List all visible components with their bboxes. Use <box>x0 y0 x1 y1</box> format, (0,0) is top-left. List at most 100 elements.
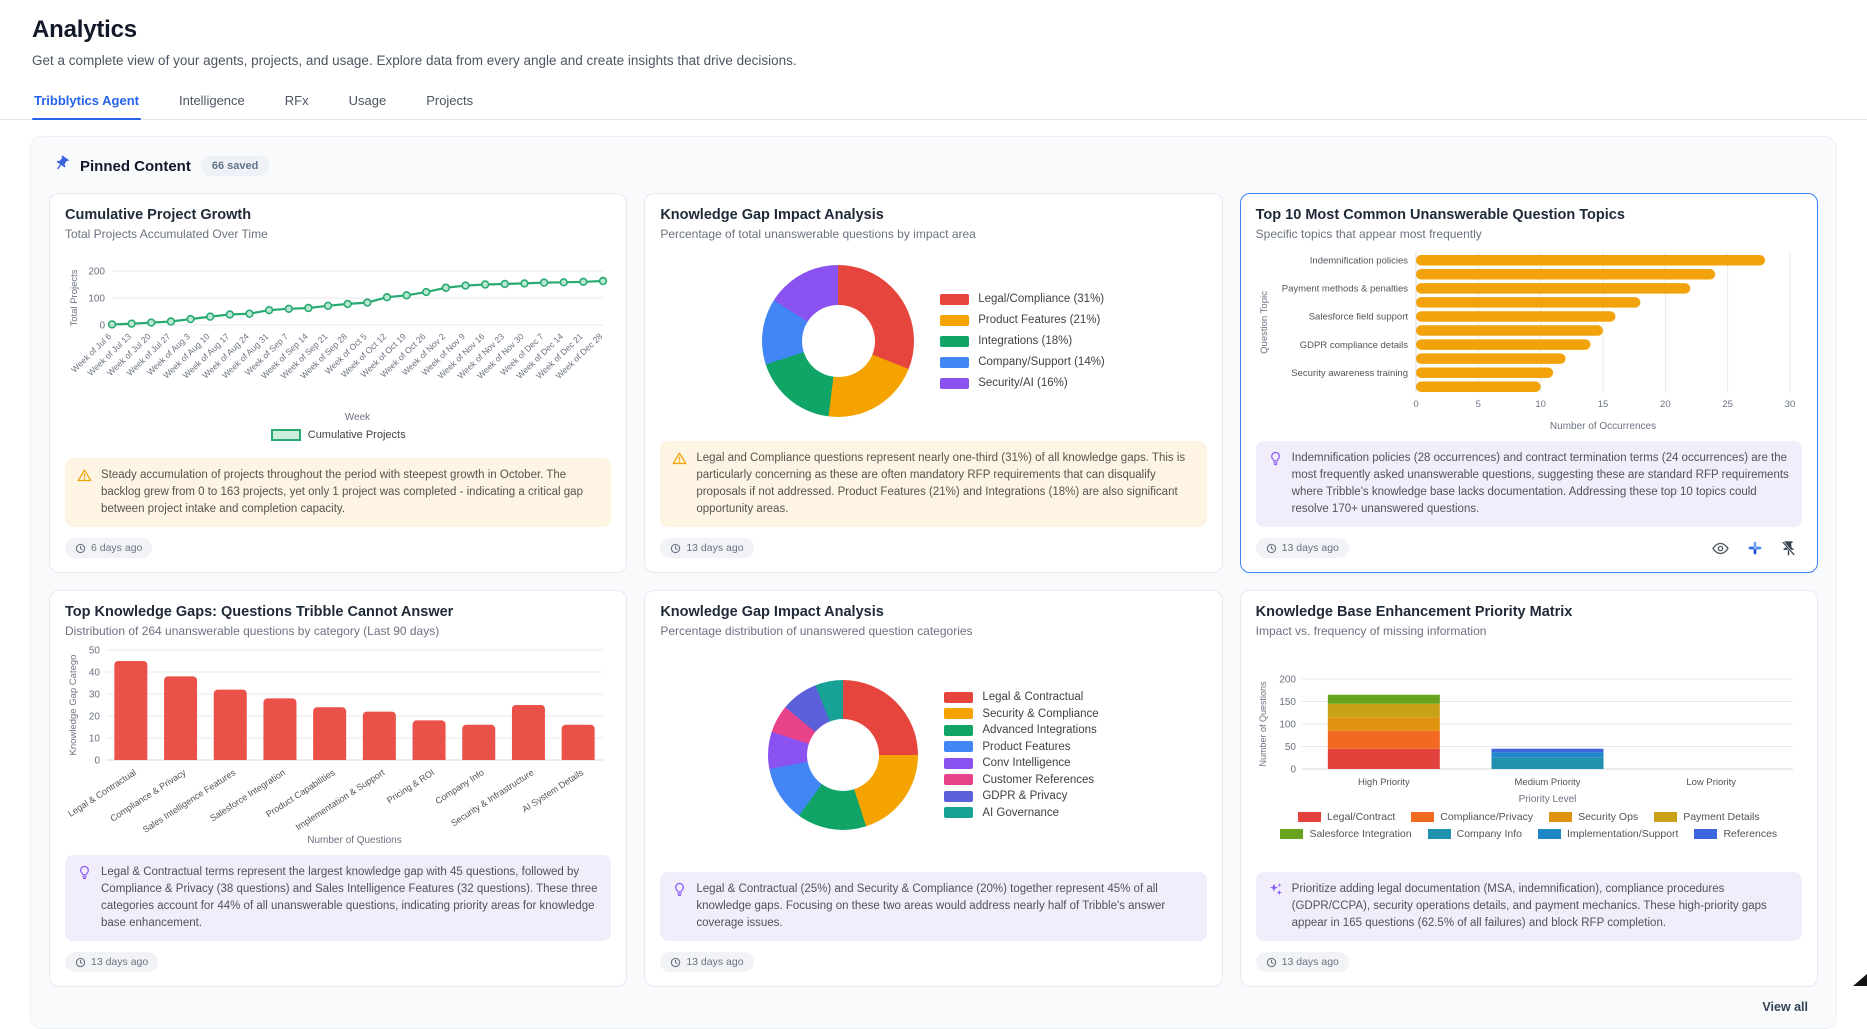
view-all-link[interactable]: View all <box>1762 1000 1808 1015</box>
insight-box: Legal & Contractual (25%) and Security &… <box>660 872 1207 942</box>
legend-label: Company/Support (14%) <box>978 356 1105 368</box>
card-subtitle: Impact vs. frequency of missing informat… <box>1255 624 1487 639</box>
card-footer: 13 days ago <box>1255 536 1802 560</box>
insight-text: Legal & Contractual terms represent the … <box>101 866 598 930</box>
card-subtitle: Percentage distribution of unanswered qu… <box>660 624 973 639</box>
cursor <box>1853 974 1867 986</box>
tab-tribblytics-agent[interactable]: Tribblytics Agent <box>32 84 141 120</box>
svg-text:Total Projects: Total Projects <box>69 269 80 326</box>
svg-text:25: 25 <box>1723 399 1734 410</box>
legend-swatch <box>270 428 301 441</box>
timestamp-badge: 13 days ago <box>660 538 754 559</box>
legend-label: Security/AI (16%) <box>978 377 1068 389</box>
svg-text:20: 20 <box>1660 399 1671 410</box>
legend-swatch <box>940 335 970 347</box>
svg-text:Week: Week <box>344 412 370 423</box>
svg-text:Priority Level: Priority Level <box>1519 794 1577 805</box>
svg-text:0: 0 <box>94 756 100 767</box>
warning-icon <box>672 451 687 518</box>
legend-label: Legal/Contract <box>1326 810 1396 823</box>
svg-text:Pricing & ROI: Pricing & ROI <box>385 767 436 805</box>
svg-text:150: 150 <box>1280 697 1297 708</box>
legend-item: Legal/Compliance (31%) <box>940 293 1105 305</box>
legend-swatch <box>944 807 974 819</box>
clock-icon <box>1266 957 1277 968</box>
chart-area: 0 100 200 Total Projects Week of Jul 6 Week o… <box>65 247 611 452</box>
pinned-card-5[interactable]: Knowledge Gap Impact Analysis Percentage … <box>644 590 1223 988</box>
insight-box: Prioritize adding legal documentation (M… <box>1255 872 1802 942</box>
pinned-cards-grid: Cumulative Project Growth Total Projects … <box>49 193 1818 988</box>
svg-text:0: 0 <box>1291 764 1297 775</box>
timestamp-badge: 13 days ago <box>660 952 754 973</box>
legend-item: AI Governance <box>944 807 1098 819</box>
share-app-button[interactable] <box>1742 536 1768 560</box>
timestamp-text: 13 days ago <box>91 956 149 969</box>
pinned-content-header: Pinned Content 66 saved <box>49 153 1818 179</box>
svg-text:10: 10 <box>89 734 101 745</box>
tab-projects[interactable]: Projects <box>426 93 474 108</box>
timestamp-text: 13 days ago <box>1281 956 1339 969</box>
svg-text:20: 20 <box>89 712 101 723</box>
legend-swatch <box>1694 828 1718 839</box>
donut-chart: Legal/Compliance (31%) Product Features (… <box>660 265 1206 417</box>
legend-item: Security & Compliance <box>944 707 1099 720</box>
unpin-icon <box>1780 540 1797 557</box>
card-footer: 13 days ago <box>660 950 1206 974</box>
pinned-card-4[interactable]: Top Knowledge Gaps: Questions Tribble Ca… <box>49 590 628 988</box>
legend-label: Product Features (21%) <box>978 314 1101 326</box>
lightbulb-icon <box>672 882 687 932</box>
timestamp-text: 13 days ago <box>686 956 744 969</box>
lightbulb-icon <box>1268 451 1283 518</box>
tab-bar: Tribblytics Agent Intelligence RFx Usage Pro… <box>0 84 1867 120</box>
svg-text:Medium Priority: Medium Priority <box>1515 777 1581 788</box>
svg-text:Number of Questions: Number of Questions <box>1258 681 1268 767</box>
pinned-card-6[interactable]: Knowledge Base Enhancement Priority Matr… <box>1239 590 1818 988</box>
pinned-card-2[interactable]: Knowledge Gap Impact Analysis Percentage … <box>644 193 1223 574</box>
svg-text:200: 200 <box>1280 674 1297 685</box>
legend-label: GDPR & Privacy <box>982 790 1068 803</box>
page-subtitle: Get a complete view of your agents, proj… <box>32 53 797 68</box>
legend-item: Security/AI (16%) <box>940 377 1105 389</box>
tab-intelligence[interactable]: Intelligence <box>178 93 245 108</box>
legend-swatch <box>1411 811 1435 822</box>
clock-icon <box>670 957 681 968</box>
timestamp-text: 6 days ago <box>91 542 143 555</box>
timestamp-badge: 13 days ago <box>65 952 159 973</box>
svg-text:40: 40 <box>89 668 101 679</box>
svg-text:200: 200 <box>88 266 105 277</box>
unpin-button[interactable] <box>1776 536 1802 560</box>
eye-icon <box>1712 540 1730 557</box>
svg-text:100: 100 <box>1280 719 1297 730</box>
svg-text:Knowledge Gap Catego: Knowledge Gap Catego <box>68 655 79 756</box>
pin-icon <box>53 155 70 177</box>
timestamp-badge: 13 days ago <box>1255 952 1349 973</box>
card-footer: 13 days ago <box>660 536 1206 560</box>
legend-label: Integrations (18%) <box>978 335 1073 347</box>
svg-text:Implementation & Support: Implementation & Support <box>293 767 386 832</box>
tab-usage[interactable]: Usage <box>348 93 387 108</box>
eye-button[interactable] <box>1708 536 1734 560</box>
timestamp-badge: 13 days ago <box>1255 538 1349 559</box>
chart-legend: Legal/Contract Compliance/Privacy Security… <box>1256 811 1802 840</box>
chart-area: Legal & Contractual Security & Compliance… <box>660 644 1206 866</box>
tab-rfx[interactable]: RFx <box>284 93 309 108</box>
legend-label: Security & Compliance <box>982 707 1099 720</box>
legend-swatch <box>1427 828 1451 839</box>
card-subtitle: Total Projects Accumulated Over Time <box>65 227 268 241</box>
svg-text:Number of Questions: Number of Questions <box>307 835 402 846</box>
insight-text: Legal & Contractual (25%) and Security &… <box>696 883 1166 930</box>
legend-item: Compliance/Privacy <box>1411 811 1533 823</box>
legend-swatch <box>940 293 970 305</box>
legend-label: Compliance/Privacy <box>1440 810 1534 823</box>
legend-swatch <box>940 314 970 326</box>
legend-label: Product Features <box>982 740 1071 753</box>
legend-label: Company Info <box>1456 827 1522 840</box>
chart-area: Legal/Compliance (31%) Product Features (… <box>660 247 1206 435</box>
chart-legend: Legal & Contractual Security & Compliance… <box>944 691 1099 819</box>
pinned-card-1[interactable]: Cumulative Project Growth Total Projects … <box>49 193 628 574</box>
legend-item: Legal/Contract <box>1297 810 1396 823</box>
insight-text: Steady accumulation of projects througho… <box>101 469 583 516</box>
svg-text:Low Priority: Low Priority <box>1687 777 1737 788</box>
pinned-card-3[interactable]: Top 10 Most Common Unanswerable Question… <box>1239 193 1818 574</box>
legend-swatch <box>944 790 974 802</box>
